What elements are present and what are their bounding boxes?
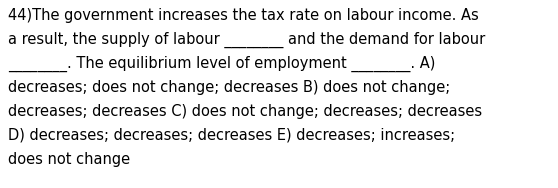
Text: 44)The government increases the tax rate on labour income. As: 44)The government increases the tax rate… [8,8,479,23]
Text: decreases; does not change; decreases B) does not change;: decreases; does not change; decreases B)… [8,80,450,95]
Text: does not change: does not change [8,152,130,167]
Text: ________. The equilibrium level of employment ________. A): ________. The equilibrium level of emplo… [8,56,435,72]
Text: decreases; decreases C) does not change; decreases; decreases: decreases; decreases C) does not change;… [8,104,482,119]
Text: D) decreases; decreases; decreases E) decreases; increases;: D) decreases; decreases; decreases E) de… [8,128,455,143]
Text: a result, the supply of labour ________ and the demand for labour: a result, the supply of labour ________ … [8,32,485,48]
